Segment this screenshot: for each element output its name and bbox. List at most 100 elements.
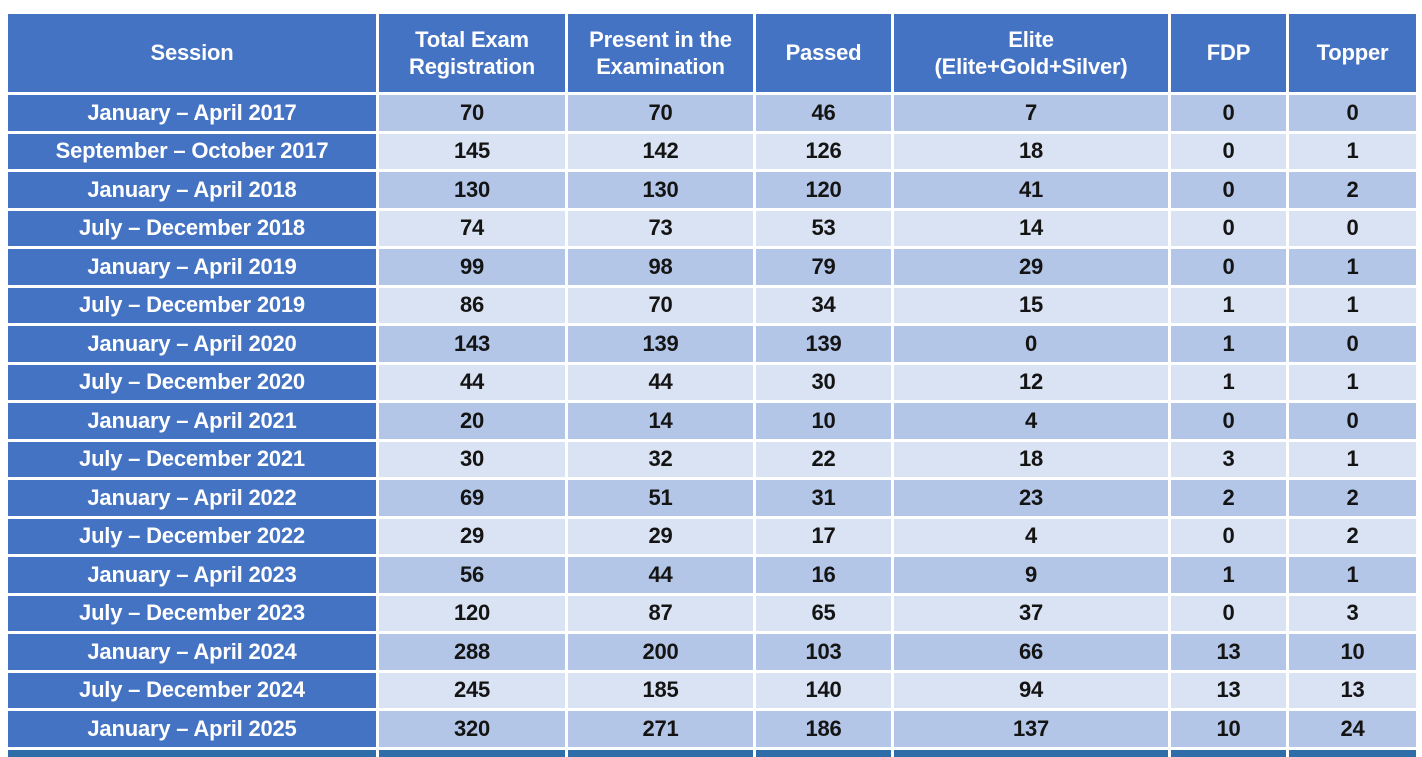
session-cell: July – December 2021 [8, 441, 376, 477]
passed-cell: 79 [756, 249, 891, 285]
fdp-cell: 0 [1171, 403, 1286, 439]
column-header-total-registration: Total Exam Registration [379, 14, 565, 92]
column-header-session: Session [8, 14, 376, 92]
session-cell: July – December 2018 [8, 210, 376, 246]
session-cell [8, 749, 376, 757]
topper-cell: 1 [1289, 287, 1416, 323]
total-registration-cell: 30 [379, 441, 565, 477]
table-row: January – April 2017 70 70 46 7 0 0 [8, 95, 1416, 131]
elite-cell: 66 [894, 634, 1168, 670]
fdp-cell: 0 [1171, 595, 1286, 631]
elite-cell: 14 [894, 210, 1168, 246]
passed-cell: 10 [756, 403, 891, 439]
present-cell: 70 [568, 287, 753, 323]
topper-cell: 2 [1289, 172, 1416, 208]
total-registration-cell: 69 [379, 480, 565, 516]
passed-cell: 46 [756, 95, 891, 131]
table-row: January – April 2022 69 51 31 23 2 2 [8, 480, 1416, 516]
fdp-cell: 0 [1171, 133, 1286, 169]
session-cell: July – December 2019 [8, 287, 376, 323]
passed-cell [756, 749, 891, 757]
topper-cell: 24 [1289, 711, 1416, 747]
total-registration-cell: 20 [379, 403, 565, 439]
table-row: July – December 2021 30 32 22 18 3 1 [8, 441, 1416, 477]
total-registration-cell: 99 [379, 249, 565, 285]
present-cell: 70 [568, 95, 753, 131]
topper-cell: 0 [1289, 403, 1416, 439]
elite-cell: 12 [894, 364, 1168, 400]
table-row: July – December 2019 86 70 34 15 1 1 [8, 287, 1416, 323]
table-row: January – April 2019 99 98 79 29 0 1 [8, 249, 1416, 285]
elite-cell: 18 [894, 441, 1168, 477]
passed-cell: 140 [756, 672, 891, 708]
total-registration-cell: 145 [379, 133, 565, 169]
present-cell: 200 [568, 634, 753, 670]
total-registration-cell: 130 [379, 172, 565, 208]
session-cell: July – December 2020 [8, 364, 376, 400]
partial-footer-row [8, 749, 1416, 757]
present-cell: 142 [568, 133, 753, 169]
total-registration-cell: 56 [379, 557, 565, 593]
session-cell: January – April 2021 [8, 403, 376, 439]
present-cell: 51 [568, 480, 753, 516]
present-cell: 14 [568, 403, 753, 439]
table-body: January – April 2017 70 70 46 7 0 0 Sept… [8, 95, 1416, 757]
present-cell: 44 [568, 364, 753, 400]
elite-cell: 9 [894, 557, 1168, 593]
elite-cell: 37 [894, 595, 1168, 631]
header-row: Session Total Exam Registration Present … [8, 14, 1416, 92]
total-registration-cell: 143 [379, 326, 565, 362]
passed-cell: 22 [756, 441, 891, 477]
passed-cell: 30 [756, 364, 891, 400]
present-cell: 98 [568, 249, 753, 285]
elite-cell: 4 [894, 403, 1168, 439]
topper-cell: 1 [1289, 557, 1416, 593]
session-cell: January – April 2017 [8, 95, 376, 131]
fdp-cell: 2 [1171, 480, 1286, 516]
passed-cell: 126 [756, 133, 891, 169]
elite-cell: 23 [894, 480, 1168, 516]
present-cell: 185 [568, 672, 753, 708]
session-cell: January – April 2022 [8, 480, 376, 516]
passed-cell: 120 [756, 172, 891, 208]
total-registration-cell: 320 [379, 711, 565, 747]
present-cell: 87 [568, 595, 753, 631]
total-registration-cell: 245 [379, 672, 565, 708]
column-header-topper: Topper [1289, 14, 1416, 92]
total-registration-cell: 29 [379, 518, 565, 554]
table-row: January – April 2020 143 139 139 0 1 0 [8, 326, 1416, 362]
passed-cell: 31 [756, 480, 891, 516]
topper-cell [1289, 749, 1416, 757]
column-header-elite: Elite (Elite+Gold+Silver) [894, 14, 1168, 92]
session-cell: January – April 2018 [8, 172, 376, 208]
session-cell: September – October 2017 [8, 133, 376, 169]
passed-cell: 16 [756, 557, 891, 593]
passed-cell: 103 [756, 634, 891, 670]
fdp-cell: 0 [1171, 210, 1286, 246]
present-cell: 44 [568, 557, 753, 593]
total-registration-cell: 120 [379, 595, 565, 631]
topper-cell: 10 [1289, 634, 1416, 670]
topper-cell: 1 [1289, 249, 1416, 285]
fdp-cell: 1 [1171, 364, 1286, 400]
fdp-cell: 1 [1171, 326, 1286, 362]
session-cell: January – April 2019 [8, 249, 376, 285]
topper-cell: 1 [1289, 133, 1416, 169]
passed-cell: 17 [756, 518, 891, 554]
total-registration-cell: 70 [379, 95, 565, 131]
topper-cell: 3 [1289, 595, 1416, 631]
elite-cell [894, 749, 1168, 757]
present-cell: 271 [568, 711, 753, 747]
topper-cell: 2 [1289, 480, 1416, 516]
passed-cell: 65 [756, 595, 891, 631]
topper-cell: 1 [1289, 441, 1416, 477]
session-cell: January – April 2020 [8, 326, 376, 362]
table-row: July – December 2024 245 185 140 94 13 1… [8, 672, 1416, 708]
session-cell: January – April 2024 [8, 634, 376, 670]
table-row: September – October 2017 145 142 126 18 … [8, 133, 1416, 169]
elite-cell: 94 [894, 672, 1168, 708]
passed-cell: 53 [756, 210, 891, 246]
table-row: July – December 2022 29 29 17 4 0 2 [8, 518, 1416, 554]
fdp-cell: 13 [1171, 672, 1286, 708]
table-row: July – December 2020 44 44 30 12 1 1 [8, 364, 1416, 400]
